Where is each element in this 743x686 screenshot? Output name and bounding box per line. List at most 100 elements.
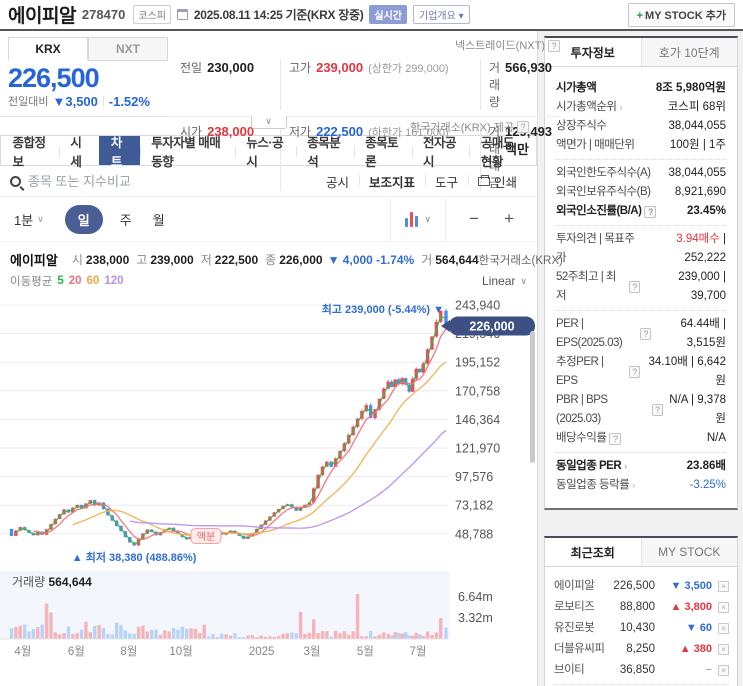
volume-label: 거 [421, 253, 433, 267]
timeframe-주[interactable]: 주 [120, 210, 132, 229]
svg-text:거래량 564,644: 거래량 564,644 [12, 575, 92, 589]
collapse-summary-button[interactable]: ∨ [250, 116, 287, 129]
help-icon[interactable]: ? [628, 366, 641, 378]
ohlc-cell: 전일 230,000 [172, 59, 280, 110]
invest-value-part: N/A | 9,378원 [669, 394, 726, 425]
scrollbar-thumb[interactable] [530, 331, 535, 463]
exchange-tab-nxt[interactable]: NXT [88, 37, 168, 61]
watchlist-tab[interactable]: 최근조회 [545, 538, 641, 566]
watchlist-stock-name[interactable]: 로보티즈 [554, 601, 595, 613]
exchange-tab-krx[interactable]: KRX [8, 37, 88, 61]
price-summary: KRX NXT 226,500 전일대비 ▼3,500 | -1.52% 넥스트레… [0, 31, 561, 191]
help-icon[interactable]: ? [548, 40, 561, 52]
watchlist-change: ▲ 380 [679, 643, 712, 655]
more-arrow-icon[interactable]: › [632, 480, 635, 490]
nav-tab[interactable]: 공매도현황 [469, 136, 536, 169]
svg-text:73,182: 73,182 [455, 499, 493, 513]
nav-tab[interactable]: 종목분석 [295, 136, 354, 169]
more-arrow-icon[interactable]: › [619, 102, 622, 112]
nav-tab[interactable]: 뉴스·공시 [234, 136, 296, 169]
ohlc-cell-value: 239,000 [316, 60, 364, 75]
help-icon[interactable]: ? [628, 281, 641, 293]
nav-tab[interactable]: 종합정보 [12, 135, 47, 169]
watchlist-tab[interactable]: MY STOCK [640, 538, 737, 566]
ohlc-label: 고 [136, 253, 148, 267]
ohlc-cell-value: 129,493 백만 [505, 124, 552, 157]
timeframe-1분[interactable]: 1분 ∨ [14, 210, 44, 229]
more-arrow-icon[interactable]: › [624, 461, 627, 471]
invest-tab[interactable]: 호가 10단계 [640, 38, 737, 66]
tool-link-공시[interactable]: 공시 [316, 172, 359, 191]
printer-icon [477, 174, 490, 186]
svg-text:10월: 10월 [169, 645, 192, 658]
remove-stock-icon[interactable]: × [718, 623, 729, 634]
ohlc-cell: 거래량 566,930 [480, 59, 560, 110]
svg-text:48,788: 48,788 [455, 527, 493, 541]
remove-stock-icon[interactable]: × [718, 602, 729, 613]
ma-period-5[interactable]: 5 [57, 275, 64, 287]
timeframe-월[interactable]: 월 [153, 210, 165, 229]
timeframe-일[interactable]: 일 [64, 204, 103, 234]
invest-row: 52주최고 | 최저? 239,000 | 39,700 [556, 268, 726, 306]
help-icon[interactable]: ? [651, 404, 663, 416]
tool-link-도구[interactable]: 도구 [424, 172, 468, 191]
help-icon[interactable]: ? [640, 328, 651, 340]
change-label: 전일대비 [8, 96, 49, 108]
price-volume-chart[interactable]: 243,940219,546195,152170,758146,364121,9… [0, 289, 537, 663]
nxt-link[interactable]: 넥스트레이드(NXT) [454, 40, 545, 52]
scale-selector[interactable]: Linear ∨ [482, 274, 527, 288]
watchlist-stock-name[interactable]: 브이티 [554, 664, 585, 676]
ma-period-20[interactable]: 20 [68, 275, 82, 287]
ohlc-cell-extra: (하한가 161,000) [368, 127, 449, 139]
symbol-compare-search-input[interactable] [28, 173, 316, 189]
invest-row: 상장주식수 38,044,055 [556, 117, 726, 136]
nav-tab[interactable]: 종목토론 [353, 136, 412, 169]
watch-group: 테크윙29,200▼ 100×에스앤에스텍52,300▲ 1,600×디어유53… [554, 684, 729, 686]
remove-stock-icon[interactable]: × [718, 581, 729, 592]
watchlist-stock-name[interactable]: 더블유씨피 [554, 643, 605, 655]
ma-period-60[interactable]: 60 [86, 275, 100, 287]
tool-link-인쇄[interactable]: 인쇄 [467, 172, 527, 191]
tool-link-보조지표[interactable]: 보조지표 [358, 172, 425, 191]
sidebar: 투자정보 호가 10단계 시가총액 8조 5,980억원 시가총액순위 › 코스피 68위… [537, 31, 743, 686]
ma-period-120[interactable]: 120 [104, 275, 124, 287]
calendar-icon [176, 9, 188, 20]
watchlist-stock-name[interactable]: 유진로봇 [554, 622, 595, 634]
remove-stock-icon[interactable]: × [718, 644, 729, 655]
invest-panel-tabs: 투자정보 호가 10단계 [545, 38, 737, 67]
watchlist-price: 36,850 [619, 664, 655, 676]
invest-tab[interactable]: 투자정보 [545, 38, 641, 66]
invest-row-label: 동일업종 PER › [556, 457, 627, 476]
watchlist-stock-name[interactable]: 에이피알 [554, 580, 595, 592]
ohlc-cell-label: 저가 [289, 125, 312, 139]
ohlc-value: 226,000 [279, 252, 323, 267]
price-change-row: 전일대비 ▼3,500 | -1.52% [8, 93, 168, 109]
help-icon[interactable]: ? [644, 205, 657, 218]
watchlist-price: 88,800 [619, 601, 655, 613]
zoom-out-button[interactable]: − [469, 209, 480, 228]
realtime-badge[interactable]: 실시간 [369, 5, 408, 24]
help-icon[interactable]: ? [609, 432, 622, 445]
nav-tab[interactable]: 투자자별 매매동향 [139, 136, 235, 169]
zoom-in-button[interactable]: + [504, 209, 514, 228]
invest-group: 투자의견 | 목표주가 3.94매수 | 252,222 52주최고 | 최저? 23… [556, 225, 726, 310]
nav-tab[interactable]: 차트 [99, 136, 140, 169]
help-icon[interactable]: ? [517, 121, 529, 133]
ohlc-label: 시 [71, 253, 83, 267]
invest-row: PBR | BPS (2025.03)? N/A | 9,378원 [556, 391, 726, 429]
moving-average-row: 이동평균 5 20 60 120 Linear ∨ [0, 269, 537, 289]
remove-stock-icon[interactable]: × [718, 665, 729, 676]
ohlc-label: 저 [200, 253, 212, 267]
data-provider-label: 한국거래소(KRX) 제공 [410, 122, 514, 134]
nav-tab[interactable]: 전자공시 [411, 136, 470, 169]
ohlc-cell-label: 전일 [180, 61, 203, 75]
invest-value-part: 38,044,055 [668, 120, 726, 132]
invest-row-value: 8조 5,980억원 [656, 79, 726, 98]
add-my-stock-button[interactable]: + MY STOCK 추가 [627, 2, 735, 27]
chart-type-selector[interactable]: ∨ [389, 197, 446, 241]
nav-tab[interactable]: 시세 [58, 136, 99, 169]
svg-text:226,000: 226,000 [469, 320, 514, 334]
ohlc-cell: 거래대금 129,493 백만 [480, 123, 560, 191]
watchlist-change: ▲ 3,800 [670, 601, 712, 613]
company-overview-badge[interactable]: 기업개요 ▾ [413, 5, 470, 24]
